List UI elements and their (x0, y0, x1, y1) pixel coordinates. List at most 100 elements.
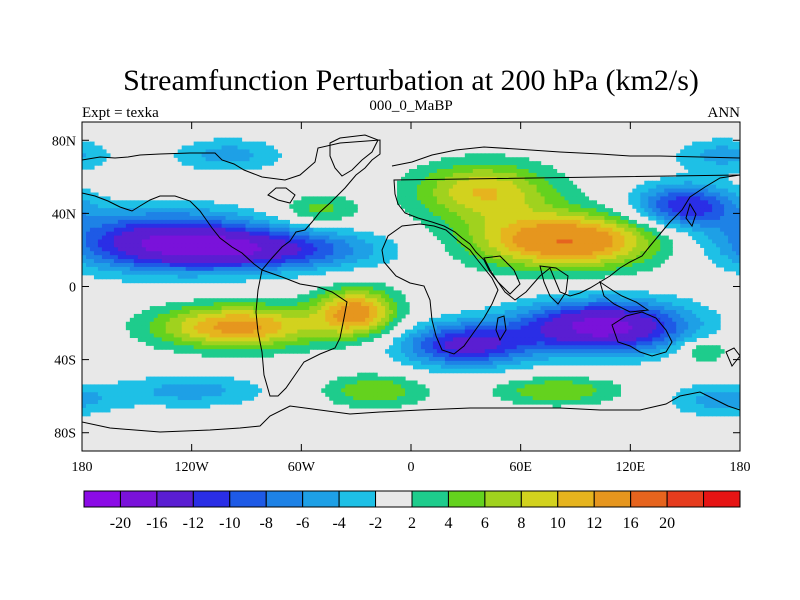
contour-cell (253, 266, 259, 272)
contour-cell (656, 259, 661, 264)
contour-cell (301, 239, 306, 245)
contour-cell (564, 255, 570, 260)
contour-cell (692, 321, 697, 327)
contour-cell (333, 255, 338, 260)
contour-cell (484, 169, 490, 174)
contour-cell (596, 216, 602, 221)
contour-cell (664, 255, 669, 260)
contour-cell (241, 302, 247, 307)
contour-cell (640, 313, 645, 319)
contour-cell (556, 321, 562, 327)
contour-cell (141, 243, 147, 248)
contour-cell (508, 157, 514, 162)
contour-cell (528, 317, 534, 323)
contour-cell (680, 216, 685, 221)
contour-cell (500, 321, 506, 327)
contour-cell (389, 306, 394, 311)
contour-cell (704, 149, 709, 154)
contour-cell (636, 329, 641, 335)
contour-cell (249, 145, 255, 151)
contour-cell (349, 294, 354, 299)
contour-cell (720, 180, 725, 186)
contour-cell (520, 227, 526, 233)
contour-cell (181, 231, 187, 237)
contour-cell (528, 266, 534, 272)
contour-cell (125, 247, 131, 252)
contour-cell (113, 227, 119, 233)
contour-cell (660, 216, 665, 221)
contour-cell (584, 239, 590, 245)
contour-cell (173, 329, 179, 335)
contour-cell (185, 216, 191, 221)
contour-cell (89, 141, 95, 147)
contour-cell (93, 212, 99, 217)
contour-cell (716, 212, 721, 217)
contour-cell (560, 192, 566, 198)
contour-cell (281, 270, 286, 276)
contour-cell (520, 184, 526, 190)
contour-cell (125, 212, 131, 217)
contour-cell (385, 255, 390, 260)
contour-cell (301, 243, 306, 248)
contour-cell (732, 192, 737, 198)
contour-cell (500, 216, 506, 221)
contour-cell (616, 227, 621, 233)
contour-cell (317, 290, 322, 295)
contour-cell (217, 145, 223, 151)
contour-cell (728, 137, 733, 143)
contour-cell (213, 149, 219, 154)
contour-cell (680, 176, 685, 182)
contour-cell (440, 196, 446, 201)
contour-cell (552, 294, 558, 299)
contour-cell (628, 223, 633, 229)
contour-cell (580, 219, 586, 225)
contour-cell (385, 247, 390, 252)
contour-cell (253, 251, 259, 256)
contour-cell (484, 227, 490, 233)
contour-cell (684, 204, 689, 209)
contour-cell (189, 149, 195, 154)
contour-cell (389, 239, 394, 245)
contour-cell (504, 200, 510, 205)
contour-cell (113, 243, 119, 248)
contour-cell (708, 235, 713, 241)
contour-cell (508, 172, 514, 178)
contour-cell (185, 317, 191, 323)
contour-cell (456, 247, 462, 252)
contour-cell (464, 313, 470, 319)
contour-cell (85, 161, 91, 166)
contour-cell (676, 176, 681, 182)
contour-cell (652, 184, 657, 190)
contour-cell (536, 266, 542, 272)
contour-cell (700, 192, 705, 198)
contour-cell (325, 306, 330, 311)
contour-cell (600, 306, 606, 311)
contour-cell (333, 290, 338, 295)
contour-cell (696, 231, 701, 237)
contour-cell (257, 333, 263, 339)
contour-cell (165, 212, 171, 217)
contour-cell (361, 255, 366, 260)
contour-cell (424, 180, 430, 186)
contour-cell (512, 239, 518, 245)
contour-cell (289, 310, 294, 315)
contour-cell (704, 231, 709, 237)
contour-cell (213, 231, 219, 237)
contour-cell (373, 333, 378, 339)
contour-cell (373, 325, 378, 331)
contour-cell (612, 247, 617, 252)
contour-cell (125, 223, 131, 229)
contour-cell (452, 172, 458, 178)
contour-cell (560, 259, 566, 264)
contour-cell (644, 313, 649, 319)
contour-cell (213, 274, 219, 280)
contour-cell (205, 208, 211, 213)
contour-cell (428, 184, 434, 190)
contour-cell (464, 184, 470, 190)
contour-cell (572, 227, 578, 233)
contour-cell (325, 208, 330, 213)
contour-cell (137, 208, 143, 213)
contour-cell (732, 145, 737, 151)
contour-cell (444, 180, 450, 186)
contour-cell (704, 306, 709, 311)
